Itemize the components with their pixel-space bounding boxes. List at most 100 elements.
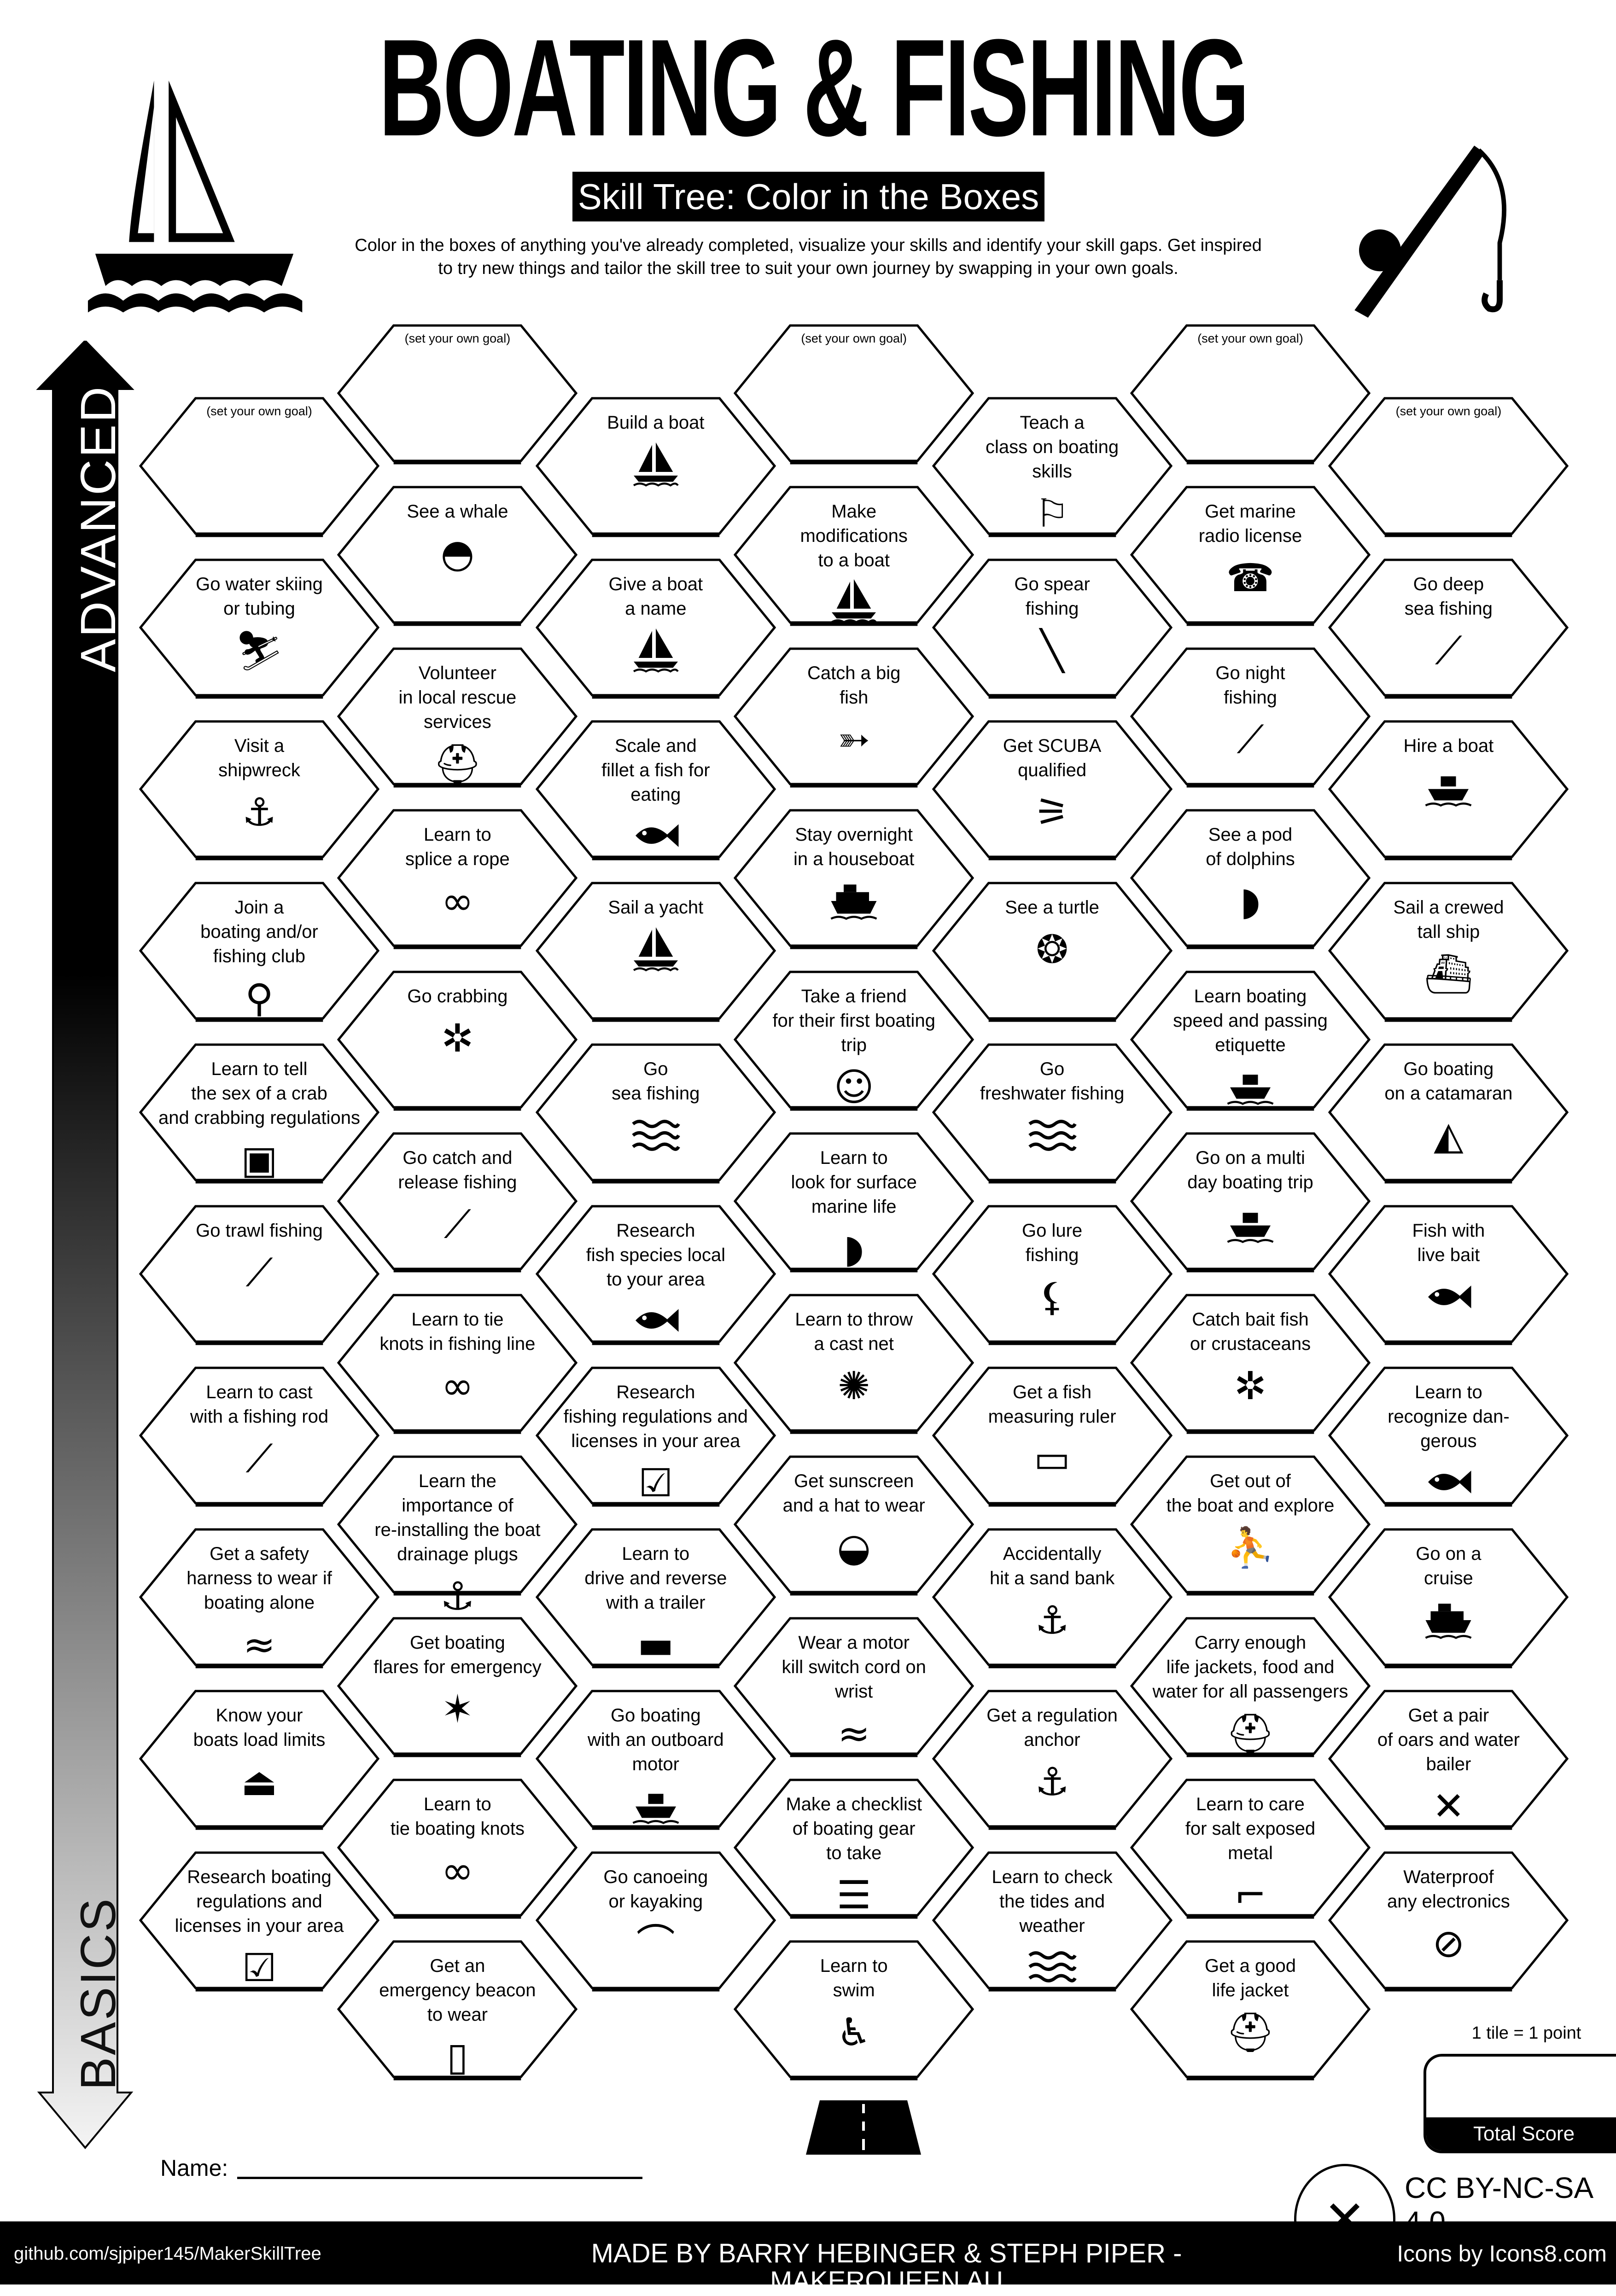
skill-label: Get a pair of oars and water bailer [1377,1705,1520,1774]
skill-tile[interactable]: Go canoeing or kayaking ⌒ [535,1851,776,1992]
skill-tile[interactable]: Build a boat [535,397,776,537]
skill-label: Go boating on a catamaran [1384,1059,1513,1104]
checklist-icon: ☰ [836,1872,871,1918]
weight-icon: ⏏ [241,1759,278,1804]
skill-tile[interactable]: Scale and fillet a fish for eating [535,720,776,860]
skill-tile[interactable]: Learn boating speed and passing etiquett… [1130,971,1371,1111]
hexagon-outline [734,1132,974,1273]
skill-tile[interactable]: Get SCUBA qualified ⚞ [932,720,1173,860]
skill-tile[interactable]: Learn to tie knots in fishing line ∞ [337,1294,578,1434]
hexagon-outline [337,809,578,949]
description: Color in the boxes of anything you've al… [355,236,1262,278]
lure-icon: ⚸ [1038,1274,1067,1319]
skill-tile[interactable]: Waterproof any electronics ⊘ [1328,1851,1569,1992]
skill-tile[interactable]: Go crabbing ✲ [337,971,578,1111]
name-field[interactable] [237,2177,642,2179]
skill-tile[interactable]: Go deep sea fishing ⟋ [1328,558,1569,699]
skill-tile[interactable]: Give a boat a name [535,558,776,699]
skill-tile-custom-goal[interactable]: (set your own goal) [1328,397,1569,537]
skill-tile[interactable]: Get an emergency beacon to wear ▯ [337,1940,578,2081]
skill-tile[interactable]: Learn to care for salt exposed metal ⌐ [1130,1779,1371,1919]
skill-tile[interactable]: Research boating regulations and license… [139,1851,379,1992]
skill-tile[interactable]: Accidentally hit a sand bank ⚓ [932,1528,1173,1668]
skill-tile[interactable]: Get boating flares for emergency ✶ [337,1617,578,1757]
skill-tile[interactable]: Research fishing regulations and license… [535,1366,776,1507]
skill-label: Catch a big fish [807,663,901,708]
skill-tile[interactable]: Learn to drive and reverse with a traile… [535,1528,776,1668]
skill-tile-custom-goal[interactable]: (set your own goal) [734,324,974,465]
skill-tile[interactable]: Get a good life jacket ⛑ [1130,1940,1371,2081]
skill-tile[interactable]: Go boating with an outboard motor [535,1690,776,1830]
skill-tile[interactable]: See a pod of dolphins ◗ [1130,809,1371,949]
skill-tile[interactable]: Get a fish measuring ruler ▭ [932,1366,1173,1507]
skill-tile[interactable]: Learn to splice a rope ∞ [337,809,578,949]
skill-tile[interactable]: Stay overnight in a houseboat [734,809,974,949]
skill-tile[interactable]: See a turtle ❂ [932,882,1173,1022]
hexagon-outline [932,882,1173,1022]
skill-tile[interactable]: Learn to recognize dan- gerous [1328,1366,1569,1507]
skill-tile[interactable]: Get a regulation anchor ⚓ [932,1690,1173,1830]
skill-tile[interactable]: Sail a yacht [535,882,776,1022]
skill-tile[interactable]: Learn to tie boating knots ∞ [337,1779,578,1919]
skill-tile[interactable]: Take a friend for their first boating tr… [734,971,974,1111]
skill-tile[interactable]: Learn to cast with a fishing rod ⟋ [139,1366,379,1507]
skill-tile[interactable]: Go sea fishing [535,1043,776,1184]
skill-tile[interactable]: Get a safety harness to wear if boating … [139,1528,379,1668]
trailer-icon: ▬ [637,1622,674,1667]
skill-tile[interactable]: Get out of the boat and explore ⛹ [1130,1455,1371,1596]
skill-tile[interactable]: Make a checklist of boating gear to take… [734,1779,974,1919]
skill-tile[interactable]: Make modifications to a boat [734,486,974,626]
hexagon-outline [1130,1455,1371,1596]
hexagon-outline [535,1690,776,1830]
repo-link[interactable]: github.com/sjpiper145/MakerSkillTree [14,2244,321,2264]
total-score-box[interactable]: Total Score [1423,2054,1616,2153]
skill-tile[interactable]: Visit a shipwreck ⚓ [139,720,379,860]
skill-tile[interactable]: Go catch and release fishing ⟋ [337,1132,578,1273]
skill-label: Go spear fishing [1014,574,1090,619]
skill-tile[interactable]: See a whale ◓ [337,486,578,626]
skill-label: Learn boating speed and passing etiquett… [1173,986,1328,1055]
hat-icon: ◒ [837,1525,871,1570]
skill-label: Take a friend for their first boating tr… [772,986,935,1055]
hexagon-outline [337,647,578,788]
hexagon-outline [139,1690,379,1830]
skill-tile[interactable]: Go lure fishing ⚸ [932,1205,1173,1345]
skill-tile[interactable]: Learn to throw a cast net ✺ [734,1294,974,1434]
skill-tile[interactable]: Learn the importance of re-installing th… [337,1455,578,1619]
skill-tile-custom-goal[interactable]: (set your own goal) [1130,324,1371,465]
icons-credit[interactable]: Icons by Icons8.com [1397,2241,1607,2267]
skill-tile[interactable]: Go water skiing or tubing ⛷ [139,558,379,699]
skill-tile[interactable]: Volunteer in local rescue services ⛑ [337,647,578,788]
skill-tile[interactable]: Learn to check the tides and weather [932,1851,1173,1992]
skill-tile[interactable]: Catch a big fish ➳ [734,647,974,788]
skill-tile[interactable]: Go boating on a catamaran ◭ [1328,1043,1569,1184]
skill-tile[interactable]: Get sunscreen and a hat to wear ◒ [734,1455,974,1596]
skill-tile[interactable]: Hire a boat [1328,720,1569,860]
skill-tile[interactable]: Teach a class on boating skills ⚐ [932,397,1173,537]
skill-tile[interactable]: Sail a crewed tall ship ⛴ [1328,882,1569,1022]
skill-tile-custom-goal[interactable]: (set your own goal) [139,397,379,537]
skill-tile[interactable]: Learn to tell the sex of a crab and crab… [139,1043,379,1184]
skill-tile[interactable]: Join a boating and/or fishing club ⚲ [139,882,379,1022]
flare-icon: ✶ [441,1686,474,1732]
skill-tile[interactable]: Learn to swim ♿ [734,1940,974,2081]
skill-tile[interactable]: Research fish species local to your area [535,1205,776,1345]
skill-tile[interactable]: Carry enough life jackets, food and wate… [1130,1617,1371,1757]
skill-tile[interactable]: Go night fishing ⟋ [1130,647,1371,788]
skill-tile-custom-goal[interactable]: (set your own goal) [337,324,578,465]
skill-tile[interactable]: Go trawl fishing ⟋ [139,1205,379,1345]
skill-label: Get a safety harness to wear if boating … [187,1544,332,1613]
skill-tile[interactable]: Get marine radio license ☎ [1130,486,1371,626]
skill-tile[interactable]: Go on a multi day boating trip [1130,1132,1371,1273]
hexagon-outline [337,1294,578,1434]
skill-tile[interactable]: Wear a motor kill switch cord on wrist ≈ [734,1617,974,1757]
skill-tile[interactable]: Go on a cruise [1328,1528,1569,1668]
skill-tile[interactable]: Get a pair of oars and water bailer ✕ [1328,1690,1569,1830]
skill-tile[interactable]: Learn to look for surface marine life ◗ [734,1132,974,1273]
skill-tile[interactable]: Catch bait fish or crustaceans ✲ [1130,1294,1371,1434]
footer-bar: github.com/sjpiper145/MakerSkillTree MAD… [0,2221,1616,2295]
skill-tile[interactable]: Go spear fishing ╲ [932,558,1173,699]
skill-tile[interactable]: Know your boats load limits ⏏ [139,1690,379,1830]
skill-tile[interactable]: Go freshwater fishing [932,1043,1173,1184]
skill-tile[interactable]: Fish with live bait [1328,1205,1569,1345]
